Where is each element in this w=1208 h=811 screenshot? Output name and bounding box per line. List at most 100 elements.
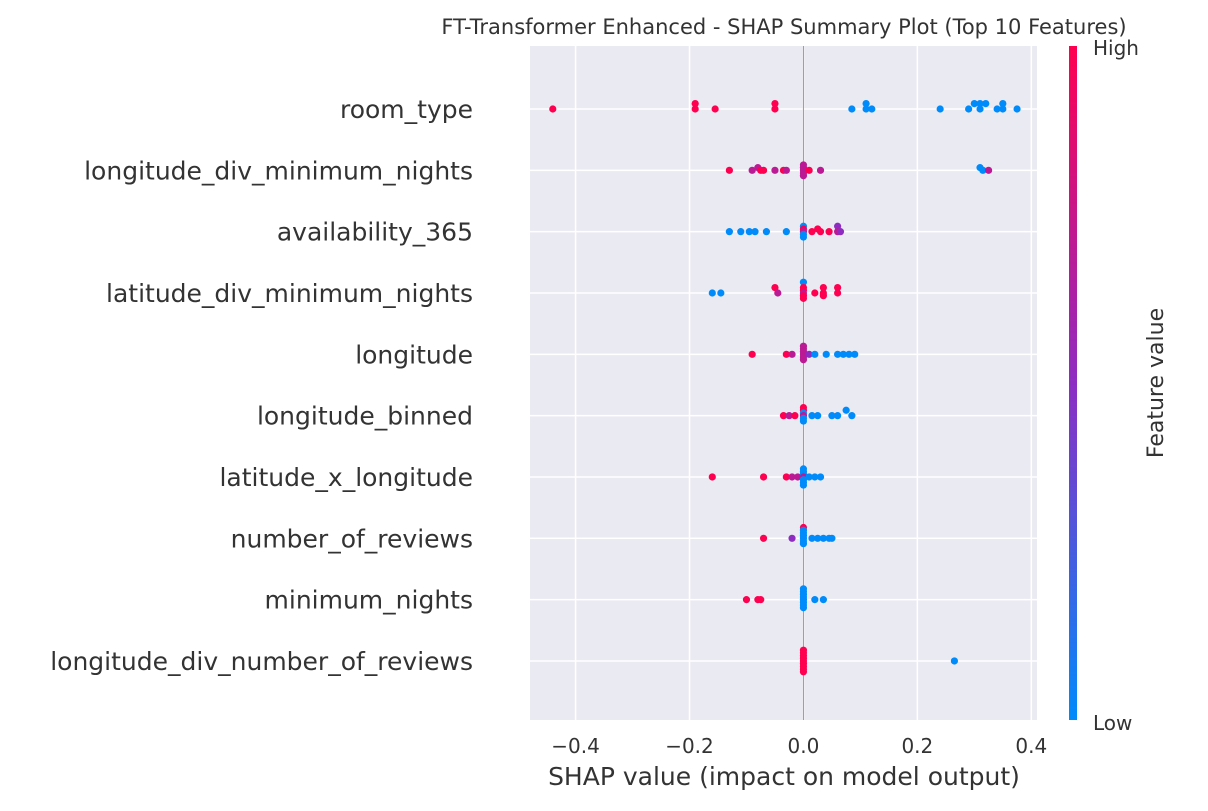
shap-point: [816, 166, 825, 174]
shap-point: [999, 100, 1007, 108]
shap-point: [834, 412, 842, 420]
feature-row-points: [708, 465, 825, 489]
shap-point: [936, 105, 944, 113]
feature-row-points: [725, 222, 845, 241]
shap-point: [982, 100, 990, 108]
shap-point: [825, 228, 833, 236]
shap-point: [782, 228, 790, 236]
shap-point: [811, 289, 819, 297]
shap-point: [759, 473, 768, 481]
feature-row-points: [748, 342, 859, 364]
x-axis-label: SHAP value (impact on model output): [548, 762, 1020, 791]
shap-point: [799, 481, 808, 489]
feature-row-points: [725, 161, 993, 180]
shap-point: [805, 473, 813, 481]
feature-label: room_type: [340, 95, 473, 124]
shap-point: [788, 534, 796, 542]
shap-point: [999, 105, 1007, 113]
shap-point: [819, 534, 827, 542]
shap-point: [785, 412, 793, 420]
shap-point: [751, 228, 759, 236]
shap-point: [757, 596, 765, 604]
shap-point: [950, 657, 958, 665]
data-points: [549, 100, 1021, 676]
feature-row-points: [759, 523, 836, 548]
shap-point: [717, 289, 725, 297]
feature-labels: room_type longitude_div_minimum_nightsava…: [50, 95, 473, 676]
shap-point: [805, 166, 813, 174]
shap-point: [799, 417, 808, 425]
shap-point: [834, 289, 842, 297]
shap-point: [711, 105, 719, 113]
colorbar-title: Feature value: [1144, 308, 1169, 458]
shap-point: [814, 412, 822, 420]
shap-point: [691, 100, 699, 108]
feature-row-points: [708, 278, 842, 302]
shap-point: [725, 228, 733, 236]
chart-title: FT-Transformer Enhanced - SHAP Summary P…: [441, 15, 1126, 39]
shap-point: [725, 166, 733, 174]
shap-point: [771, 100, 779, 108]
shap-point: [984, 166, 993, 174]
x-tick-label: 0.0: [788, 734, 820, 758]
shap-point: [799, 233, 808, 241]
x-tick-label: −0.4: [551, 734, 600, 758]
x-tick-label: 0.2: [901, 734, 933, 758]
shap-point: [762, 228, 771, 236]
x-tick-labels: −0.4 −0.2 0.0 0.2 0.4: [551, 734, 1047, 758]
shap-point: [708, 289, 716, 297]
x-tick-label: 0.4: [1015, 734, 1047, 758]
shap-point: [834, 222, 842, 230]
feature-label: minimum_nights: [265, 586, 473, 615]
shap-point: [782, 350, 790, 358]
shap-point: [839, 350, 847, 358]
shap-point: [808, 412, 816, 420]
shap-point: [805, 350, 813, 358]
feature-row-points: [549, 100, 1021, 113]
shap-point: [742, 596, 751, 604]
feature-label: longitude_div_number_of_reviews: [50, 647, 473, 676]
shap-point: [788, 350, 796, 358]
feature-label: availability_365: [277, 218, 473, 247]
shap-point: [819, 596, 827, 604]
shap-point: [845, 350, 853, 358]
colorbar: [1069, 46, 1077, 720]
shap-point: [811, 473, 819, 481]
shap-point: [808, 534, 816, 542]
shap-point: [828, 412, 836, 420]
shap-point: [771, 105, 779, 113]
shap-point: [737, 228, 745, 236]
shap-point: [862, 105, 870, 113]
shap-point: [799, 540, 808, 548]
shap-point: [811, 350, 819, 358]
shap-point: [848, 105, 856, 113]
colorbar-low-label: Low: [1093, 711, 1132, 735]
feature-label: number_of_reviews: [231, 524, 473, 553]
shap-point: [708, 473, 716, 481]
shap-point: [816, 228, 825, 236]
grid-lines: [530, 46, 1037, 720]
shap-point: [799, 278, 808, 286]
x-tick-label: −0.2: [665, 734, 714, 758]
shap-point: [816, 473, 825, 481]
shap-point: [779, 412, 788, 420]
shap-point: [799, 161, 808, 169]
shap-point: [834, 350, 842, 358]
shap-point: [822, 350, 830, 358]
shap-point: [782, 166, 790, 174]
feature-label: longitude_div_minimum_nights: [84, 156, 473, 185]
shap-point: [799, 668, 808, 676]
shap-point: [549, 105, 557, 113]
feature-row-points: [799, 646, 958, 676]
shap-point: [799, 356, 808, 364]
shap-point: [771, 166, 779, 174]
feature-label: longitude: [355, 340, 473, 369]
shap-point: [819, 292, 827, 300]
feature-label: longitude_binned: [257, 402, 473, 431]
shap-point: [808, 228, 816, 236]
shap-point: [745, 228, 753, 236]
shap-point: [970, 100, 978, 108]
shap-point: [759, 534, 768, 542]
